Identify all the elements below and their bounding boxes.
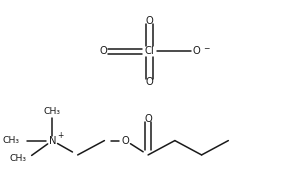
Text: O: O <box>99 47 107 57</box>
Text: CH₃: CH₃ <box>3 136 20 145</box>
Text: O: O <box>146 77 153 87</box>
Text: Cl: Cl <box>145 47 154 57</box>
Text: +: + <box>57 131 63 140</box>
Text: N: N <box>49 135 56 146</box>
Text: O: O <box>122 135 129 146</box>
Text: O: O <box>144 114 152 124</box>
Text: CH₃: CH₃ <box>10 154 27 163</box>
Text: O: O <box>146 16 153 26</box>
Text: −: − <box>203 44 210 53</box>
Text: CH₃: CH₃ <box>44 107 61 116</box>
Text: O: O <box>192 47 200 57</box>
